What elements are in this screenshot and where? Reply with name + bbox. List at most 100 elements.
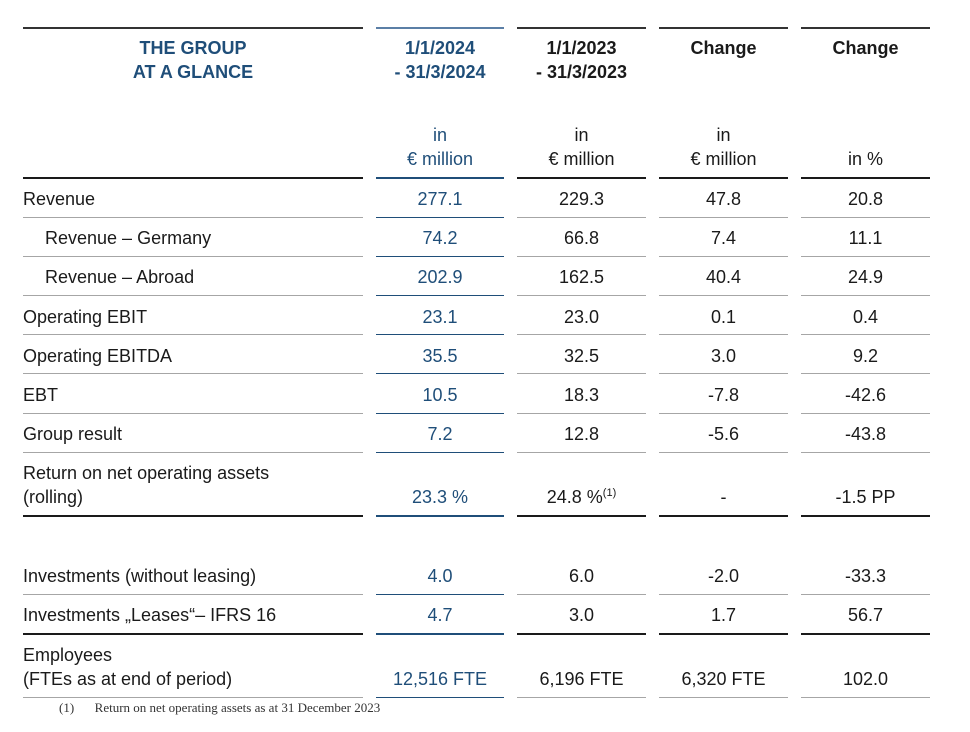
row-divider — [23, 373, 363, 374]
header-period-2024: 1/1/2024 - 31/3/2024 — [376, 36, 504, 84]
row-divider — [801, 217, 930, 218]
value-2024: 35.5 — [422, 346, 458, 366]
unit-2023-line1: in — [574, 125, 589, 145]
row-divider — [376, 452, 504, 453]
row-divider — [801, 334, 930, 335]
footnote-text: Return on net operating assets as at 31 … — [94, 700, 381, 715]
change-abs: 40.4 — [705, 267, 742, 287]
value-2023: 6,196 FTE — [539, 669, 624, 689]
row-divider — [376, 373, 504, 374]
row-divider — [23, 594, 363, 595]
change-abs: -2.0 — [707, 566, 740, 586]
header-rule — [801, 177, 930, 179]
change-abs: 47.8 — [705, 189, 742, 209]
row-divider — [376, 217, 504, 218]
value-2023: 12.8 — [563, 424, 600, 444]
value-2023: 229.3 — [558, 189, 605, 209]
section-rule — [659, 515, 788, 517]
row-label: Operating EBIT — [23, 307, 148, 327]
change-abs: - — [720, 487, 727, 507]
row-label-line2: (FTEs as at end of period) — [23, 669, 233, 689]
row-divider — [801, 373, 930, 374]
table-title-line1: THE GROUP — [139, 38, 247, 58]
row-label: EBT — [23, 385, 59, 405]
row-divider — [517, 295, 646, 296]
value-2023: 23.0 — [563, 307, 600, 327]
value-2024: 23.1 — [422, 307, 458, 327]
change-pct: 56.7 — [847, 605, 884, 625]
section-rule — [517, 633, 646, 635]
row-divider — [517, 217, 646, 218]
footnote-marker: (1) — [602, 487, 617, 499]
row-divider — [659, 217, 788, 218]
section-rule — [659, 633, 788, 635]
row-divider — [23, 413, 363, 414]
row-divider — [659, 256, 788, 257]
value-2024: 7.2 — [427, 424, 453, 444]
footnote-marker: (1) — [59, 700, 75, 715]
header-change-abs: Change — [690, 38, 757, 58]
unit-change-abs: in € million — [659, 123, 788, 171]
value-2024: 74.2 — [422, 228, 458, 248]
value-2023: 24.8 %(1) — [517, 485, 646, 509]
row-divider — [659, 413, 788, 414]
row-divider — [801, 256, 930, 257]
change-pct: 0.4 — [852, 307, 879, 327]
row-divider — [801, 697, 930, 698]
header-period-2024-line2: - 31/3/2024 — [394, 62, 486, 82]
change-pct: -33.3 — [844, 566, 887, 586]
change-abs: 3.0 — [710, 346, 737, 366]
change-pct: -43.8 — [844, 424, 887, 444]
header-period-2024-line1: 1/1/2024 — [404, 38, 476, 58]
section-rule — [801, 633, 930, 635]
change-abs: -5.6 — [707, 424, 740, 444]
row-divider — [659, 373, 788, 374]
row-divider — [376, 256, 504, 257]
value-2023: 162.5 — [558, 267, 605, 287]
header-rule — [517, 177, 646, 179]
change-pct: 24.9 — [847, 267, 884, 287]
row-label: Investments „Leases“– IFRS 16 — [23, 605, 277, 625]
row-divider — [23, 295, 363, 296]
section-rule — [376, 515, 504, 517]
value-2024: 4.0 — [427, 566, 453, 586]
row-divider — [23, 217, 363, 218]
row-divider — [23, 334, 363, 335]
change-abs: 7.4 — [710, 228, 737, 248]
row-divider — [376, 594, 504, 595]
change-pct: -1.5 PP — [835, 487, 896, 507]
row-label-line1: Return on net operating assets — [23, 463, 270, 483]
header-period-2023-line1: 1/1/2023 — [546, 38, 617, 58]
section-rule — [23, 633, 363, 635]
section-rule — [23, 515, 363, 517]
row-divider — [23, 256, 363, 257]
row-divider — [517, 373, 646, 374]
row-label: Revenue – Abroad — [45, 267, 195, 287]
row-divider — [659, 295, 788, 296]
row-label-line2: (rolling) — [23, 487, 84, 507]
header-change-pct: Change — [832, 38, 899, 58]
change-pct: 9.2 — [852, 346, 879, 366]
change-abs: 6,320 FTE — [681, 669, 766, 689]
unit-change-abs-line1: in — [716, 125, 731, 145]
row-divider — [376, 413, 504, 414]
row-label: Operating EBITDA — [23, 346, 173, 366]
row-label: Return on net operating assets (rolling) — [23, 461, 363, 509]
change-abs: 0.1 — [710, 307, 737, 327]
unit-change-pct: in % — [847, 149, 883, 169]
row-divider — [376, 697, 504, 698]
table-title: THE GROUP AT A GLANCE — [23, 36, 363, 84]
change-pct: 102.0 — [842, 669, 889, 689]
top-rule — [801, 27, 930, 29]
row-label: Group result — [23, 424, 123, 444]
header-rule — [659, 177, 788, 179]
section-rule — [517, 515, 646, 517]
value-2023: 6.0 — [568, 566, 595, 586]
change-abs: 1.7 — [710, 605, 737, 625]
row-divider — [659, 594, 788, 595]
row-divider — [801, 594, 930, 595]
row-label-line1: Employees — [23, 645, 113, 665]
value-2024: 10.5 — [422, 385, 458, 405]
change-pct: -42.6 — [844, 385, 887, 405]
row-divider — [801, 413, 930, 414]
